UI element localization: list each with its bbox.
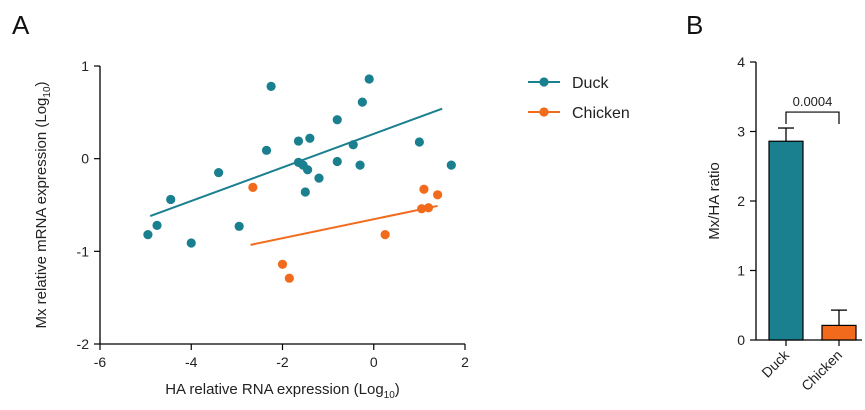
- chicken-legend-marker: [539, 107, 549, 117]
- duck-point: [364, 74, 374, 84]
- panel-label-a: A: [12, 10, 30, 40]
- duck-point: [332, 156, 342, 167]
- x-tick-label: 2: [461, 354, 469, 370]
- scatter-plot-panel: -6 -4 -2 0 2 -2 -1 0 1 Duck Chicken HA relative R…: [33, 58, 630, 401]
- y-tick-label: -1: [77, 243, 90, 259]
- y-tick-label: -2: [77, 336, 90, 352]
- duck-category-label: Duck: [758, 346, 793, 381]
- scatter-series: [143, 74, 456, 283]
- scatter-legend: Duck Chicken: [528, 75, 630, 122]
- y-axis-title: Mx relative mRNA expression (Log10): [33, 81, 53, 328]
- duck-point: [348, 140, 358, 150]
- x-tick-label: 0: [370, 354, 378, 370]
- duck-point: [332, 115, 342, 125]
- duck-point: [261, 145, 272, 155]
- duck-point: [305, 133, 315, 143]
- duck-point: [293, 136, 304, 146]
- duck-bar: [768, 140, 804, 341]
- duck-point: [266, 81, 276, 91]
- duck-point: [414, 137, 424, 147]
- duck-legend-label: Duck: [572, 75, 609, 92]
- chicken-point: [248, 182, 258, 192]
- chicken-point: [284, 273, 294, 283]
- p-value-label: 0.0004: [793, 94, 833, 109]
- chicken-point: [433, 190, 443, 200]
- duck-point: [314, 173, 324, 183]
- duck-point: [234, 221, 244, 231]
- duck-point: [357, 97, 367, 107]
- x-tick-label: -6: [94, 354, 107, 370]
- bar-y-tick-label: 0: [737, 332, 745, 348]
- chicken-bar: [821, 324, 857, 341]
- y-tick-label: 0: [81, 151, 89, 167]
- duck-point: [300, 187, 310, 197]
- chicken-point: [380, 230, 390, 240]
- significance-bracket: [785, 111, 840, 125]
- x-tick-label: -4: [185, 354, 198, 370]
- chicken-point: [417, 204, 427, 214]
- bar-y-tick-label: 3: [737, 124, 745, 140]
- chicken-point: [419, 184, 429, 194]
- duck-point: [214, 167, 224, 178]
- bar-y-axis-title: Mx/HA ratio: [706, 162, 723, 240]
- chicken-category-label: Chicken: [798, 347, 845, 394]
- bar-y-tick-label: 2: [737, 193, 745, 209]
- bar-series: Duck Chicken 0.0004: [758, 94, 857, 394]
- panel-label-b: B: [686, 10, 703, 40]
- duck-point: [186, 238, 196, 248]
- chicken-point: [423, 203, 434, 213]
- duck-point: [446, 160, 456, 170]
- chicken-legend-label: Chicken: [572, 105, 630, 122]
- chicken-fit-line: [250, 204, 438, 246]
- bar-y-tick-label: 1: [737, 263, 745, 279]
- duck-point: [152, 220, 162, 230]
- duck-point: [302, 165, 313, 175]
- duck-point: [355, 160, 365, 170]
- chicken-point: [277, 259, 288, 269]
- bar-y-tick-label: 4: [737, 54, 745, 70]
- y-tick-label: 1: [81, 58, 89, 74]
- scatter-axes: -6 -4 -2 0 2 -2 -1 0 1: [77, 58, 470, 370]
- duck-point: [166, 194, 176, 205]
- duck-legend-marker: [539, 77, 549, 87]
- x-axis-title: HA relative RNA expression (Log10): [165, 381, 400, 401]
- duck-point: [143, 230, 153, 240]
- bar-chart-panel: 0 1 2 3 4 Duck Chicken 0.0004 Mx/HA ratio: [706, 54, 862, 394]
- x-tick-label: -2: [276, 354, 289, 370]
